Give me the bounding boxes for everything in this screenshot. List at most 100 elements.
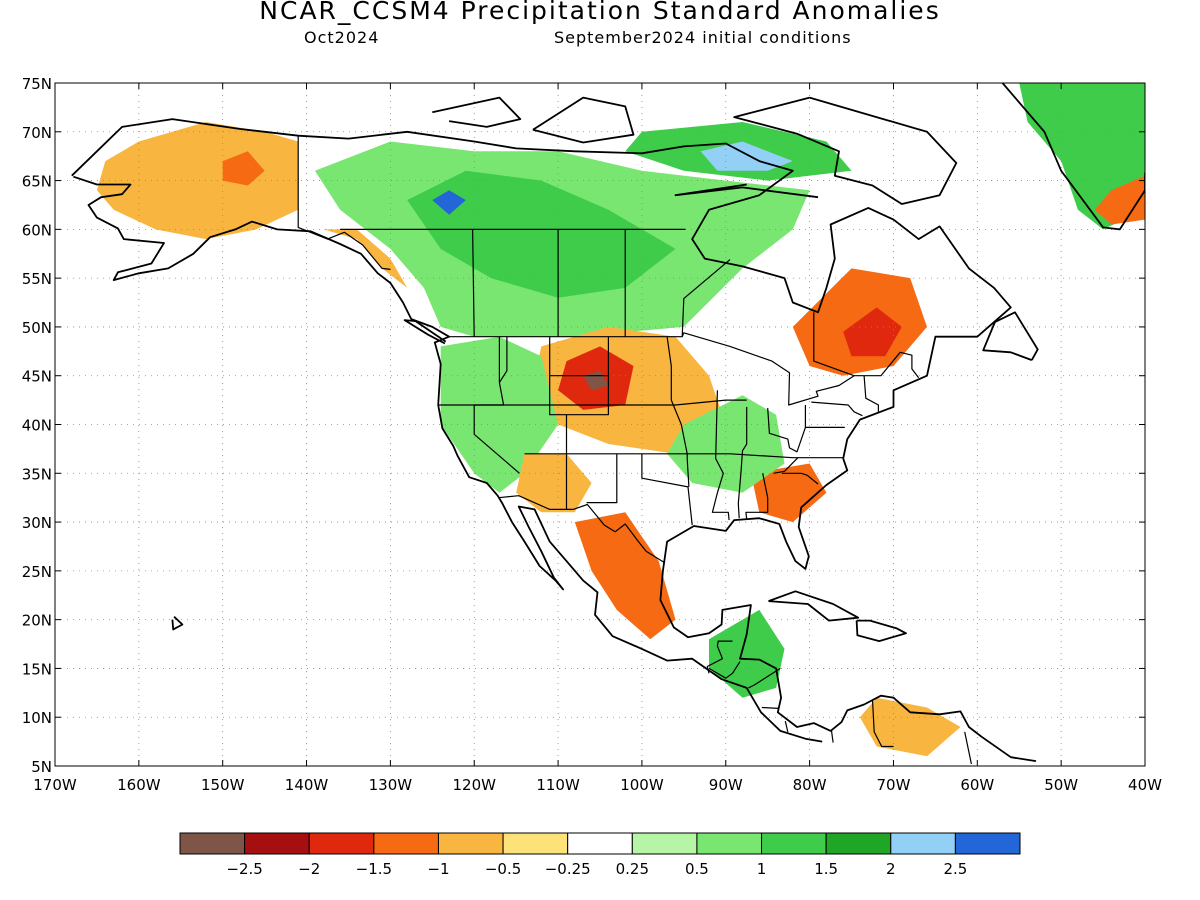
anomaly-region-9 (843, 307, 902, 357)
boundary-9 (641, 453, 693, 526)
coastline-9 (674, 183, 819, 199)
anomaly-region-20 (709, 609, 785, 698)
coastline-7 (403, 319, 447, 345)
lat-tick-label: 35N (22, 465, 52, 483)
legend-swatch (825, 832, 892, 855)
lat-tick-label: 55N (22, 270, 52, 288)
coastline-2 (1001, 83, 1145, 231)
boundary-34 (830, 729, 834, 743)
legend-swatch (308, 832, 375, 855)
lon-tick-label: 140W (285, 776, 329, 794)
legend-swatch (437, 832, 504, 855)
chart-title: NCAR_CCSM4 Precipitation Standard Anomal… (259, 0, 941, 25)
anomaly-regions (96, 83, 1145, 757)
lon-tick-label: 80W (793, 776, 827, 794)
legend-swatch (567, 832, 633, 855)
legend-swatch (761, 832, 827, 855)
legend-label: −2 (298, 860, 320, 878)
boundary-4 (549, 375, 610, 416)
boundary-2 (498, 495, 665, 563)
boundary-15 (745, 473, 769, 520)
boundary-16 (781, 472, 819, 485)
lat-tick-label: 65N (22, 173, 52, 191)
coastline-10 (733, 96, 958, 205)
boundary-27 (813, 312, 855, 377)
lat-tick-label: 25N (22, 563, 52, 581)
lat-tick-label: 50N (22, 319, 52, 337)
lat-tick-label: 10N (22, 709, 52, 727)
boundary-30 (706, 640, 733, 674)
anomaly-region-21 (859, 697, 961, 757)
anomaly-region-15 (574, 512, 676, 640)
coastline-11 (432, 96, 522, 128)
legend-swatch (244, 832, 310, 855)
coastline-6 (855, 619, 907, 642)
boundary-11 (666, 336, 690, 487)
lat-tick-label: 15N (22, 660, 52, 678)
legend-label: 0.5 (685, 860, 709, 878)
lon-tick-label: 120W (452, 776, 496, 794)
legend-label: −2.5 (226, 860, 262, 878)
coastline-8 (982, 311, 1039, 361)
boundary-32 (761, 706, 779, 709)
anomaly-region-16 (750, 463, 827, 523)
boundary-13 (737, 406, 748, 519)
boundary-26 (681, 259, 731, 337)
legend-swatch (373, 832, 439, 855)
boundary-33 (784, 720, 789, 733)
anomaly-region-0 (96, 122, 299, 240)
color-legend: −2.5 −2 −1.5 −1 −0.5 −0.25 0.25 0.5 1 1.5 2 2.5 (179, 832, 1021, 878)
boundary-1 (448, 332, 920, 406)
lon-tick-label: 160W (117, 776, 161, 794)
lat-tick-label: 60N (22, 221, 52, 239)
legend-label: 1.5 (814, 860, 838, 878)
lon-tick-label: 60W (960, 776, 994, 794)
boundary-5 (439, 399, 747, 406)
legend-swatch (179, 832, 246, 855)
lat-tick-label: 5N (31, 758, 52, 776)
legend-label: −1.5 (356, 860, 392, 878)
lon-tick-label: 90W (709, 776, 743, 794)
boundary-35 (871, 699, 894, 748)
legend-swatch (631, 832, 698, 855)
coastline-5 (768, 590, 860, 622)
coastline-12 (532, 96, 635, 144)
lat-tick-label: 75N (22, 75, 52, 93)
legend-swatch (954, 832, 1021, 855)
lat-tick-label: 45N (22, 368, 52, 386)
boundary-20 (863, 375, 880, 412)
lon-tick-label: 110W (536, 776, 580, 794)
legend-swatch (890, 832, 956, 855)
boundary-8 (586, 453, 618, 504)
boundary-17 (773, 457, 799, 474)
anomaly-region-2 (323, 229, 408, 288)
legend-swatch (502, 832, 569, 855)
lon-tick-label: 100W (620, 776, 664, 794)
legend-label: −1 (427, 860, 449, 878)
anomaly-region-19 (1094, 175, 1145, 225)
lat-tick-label: 20N (22, 612, 52, 630)
boundary-22 (498, 336, 508, 383)
legend-label: 1 (757, 860, 767, 878)
lon-tick-label: 40W (1128, 776, 1162, 794)
target-month-label: Oct2024 (304, 28, 380, 47)
anomaly-region-1 (222, 151, 265, 186)
lon-tick-label: 50W (1044, 776, 1078, 794)
boundary-0 (297, 135, 391, 270)
political-boundaries (297, 135, 972, 765)
boundary-12 (711, 390, 730, 521)
axis-ticks: 5N 10N 15N 20N 25N 30N 35N 40N 45N 50N 55N 60N 65N 70… (22, 75, 1162, 794)
boundary-31 (748, 667, 781, 689)
boundary-36 (964, 731, 972, 765)
legend-label: 0.25 (616, 860, 649, 878)
lat-tick-label: 30N (22, 514, 52, 532)
legend-label: 2.5 (943, 860, 967, 878)
anomaly-region-4 (407, 170, 676, 298)
lon-tick-label: 150W (201, 776, 245, 794)
legend-swatch (696, 832, 763, 855)
legend-label: 2 (886, 860, 896, 878)
lon-tick-label: 130W (369, 776, 413, 794)
coastline-4 (171, 616, 184, 631)
boundary-19 (811, 401, 863, 417)
